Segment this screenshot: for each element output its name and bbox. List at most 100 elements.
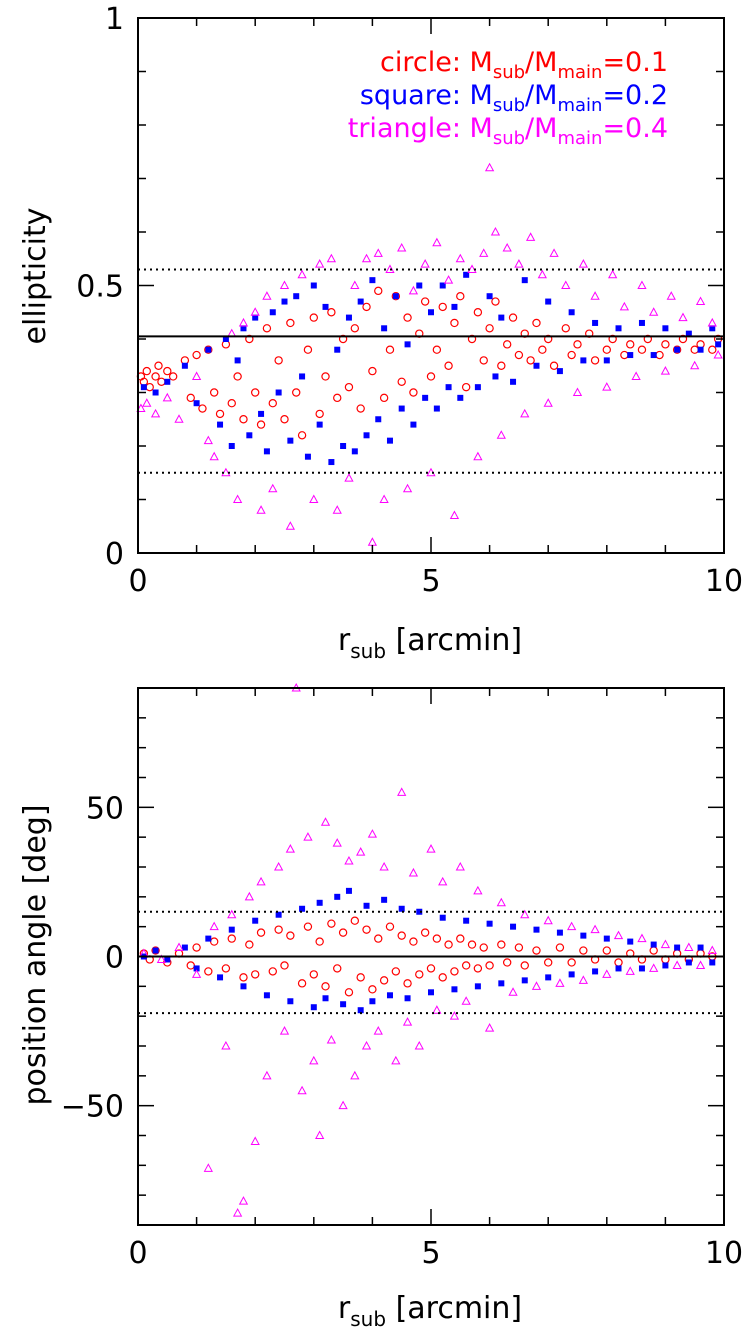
- triangle-data-point: [455, 861, 465, 871]
- circle-data-point: [497, 940, 506, 949]
- square-data-point: [228, 443, 235, 449]
- triangle-data-point: [391, 1055, 401, 1065]
- triangle-data-point: [496, 897, 506, 907]
- triangle-data-point: [320, 817, 331, 826]
- circle-data-point: [461, 382, 471, 392]
- circle-data-point: [661, 340, 670, 349]
- square-data-point: [269, 309, 276, 316]
- circle-data-point: [262, 324, 272, 333]
- legend-text-part: =0.1: [602, 47, 668, 78]
- circle-data-point: [268, 399, 277, 408]
- circle-data-point: [426, 964, 436, 973]
- circle-data-point: [444, 361, 453, 370]
- triangle-data-point: [156, 954, 167, 963]
- circle-data-point: [303, 922, 313, 931]
- circle-data-point: [192, 943, 201, 952]
- circle-data-point: [409, 388, 418, 397]
- triangle-data-point: [508, 987, 518, 996]
- circle-data-point: [526, 356, 535, 365]
- square-data-point: [310, 1004, 317, 1011]
- square-data-point: [428, 989, 434, 996]
- square-data-point: [205, 935, 212, 942]
- square-data-point: [322, 995, 329, 1002]
- circle-data-point: [227, 934, 236, 943]
- triangle-data-point: [473, 885, 483, 895]
- square-data-point: [404, 995, 411, 1002]
- circle-data-point: [520, 961, 529, 970]
- circle-data-point: [479, 356, 488, 365]
- circle-data-point: [502, 340, 512, 349]
- triangle-data-point: [203, 1163, 213, 1172]
- circle-data-point: [544, 958, 553, 967]
- circle-data-point: [614, 958, 623, 967]
- square-data-point: [521, 977, 528, 984]
- x-tick-label: 5: [421, 1236, 440, 1271]
- circle-data-point: [590, 356, 600, 365]
- triangle-data-point: [660, 939, 671, 949]
- square-data-point: [474, 983, 481, 990]
- circle-data-point: [438, 302, 447, 312]
- circle-data-point: [327, 919, 336, 928]
- triangle-data-point: [461, 996, 471, 1005]
- circle-data-point: [157, 377, 166, 386]
- circle-data-point: [637, 345, 647, 354]
- square-data-point: [152, 389, 159, 396]
- square-data-point: [592, 968, 599, 975]
- ellipticity-reference-lines: [138, 268, 724, 474]
- triangle-data-point: [344, 855, 354, 865]
- legend-text-part: triangle: M: [348, 113, 493, 144]
- triangle-data-point: [297, 1085, 307, 1095]
- triangle-data-point: [531, 981, 542, 990]
- circle-data-point: [491, 297, 500, 306]
- triangle-data-point: [191, 371, 202, 380]
- legend-text-part: main: [557, 128, 602, 149]
- triangle-data-point: [537, 269, 547, 279]
- triangle-data-point: [361, 253, 372, 263]
- triangle-data-point: [549, 248, 559, 257]
- circle-data-point: [274, 356, 283, 365]
- circle-data-point: [198, 404, 207, 413]
- square-data-point: [498, 314, 505, 321]
- triangle-data-point: [602, 969, 612, 978]
- square-data-point: [533, 362, 540, 369]
- legend-entry-circle: circle: Msub/Mmain=0.1: [380, 47, 668, 83]
- triangle-data-point: [684, 942, 694, 952]
- square-data-point: [556, 368, 563, 375]
- square-data-point: [252, 314, 259, 321]
- square-data-point: [545, 974, 552, 981]
- triangle-data-point: [356, 847, 366, 856]
- square-data-point: [345, 887, 352, 894]
- square-data-point: [638, 319, 645, 326]
- triangle-data-point: [502, 243, 512, 252]
- triangle-data-point: [467, 264, 477, 273]
- square-data-point: [340, 1001, 347, 1008]
- ellipticity-x-axis-label: rsub [arcmin]: [338, 623, 522, 663]
- circle-data-point: [321, 982, 330, 991]
- legend-text-part: /M: [525, 113, 557, 144]
- square-data-point: [492, 373, 499, 380]
- square-data-point: [381, 896, 388, 903]
- triangle-data-point: [590, 291, 600, 300]
- circle-data-point: [473, 964, 483, 973]
- square-data-point: [293, 293, 300, 300]
- triangle-data-point: [590, 924, 600, 934]
- square-data-point: [650, 352, 657, 359]
- x-tick-label: 5: [421, 564, 440, 599]
- circle-data-point: [321, 372, 330, 381]
- square-data-point: [299, 373, 306, 380]
- triangle-data-point: [455, 253, 465, 263]
- circle-data-point: [221, 964, 231, 973]
- circle-data-point: [151, 372, 160, 381]
- triangle-data-point: [326, 253, 337, 263]
- circle-data-point: [350, 324, 360, 333]
- square-data-point: [715, 341, 722, 348]
- circle-data-point: [456, 292, 465, 301]
- triangle-data-point: [496, 430, 506, 439]
- square-data-point: [228, 926, 235, 933]
- circle-data-point: [549, 361, 559, 370]
- circle-data-point: [514, 350, 524, 360]
- square-data-point: [316, 421, 323, 428]
- triangle-data-point: [608, 269, 618, 279]
- square-data-point: [246, 432, 253, 439]
- x-axis-label-sub: sub: [350, 1307, 386, 1331]
